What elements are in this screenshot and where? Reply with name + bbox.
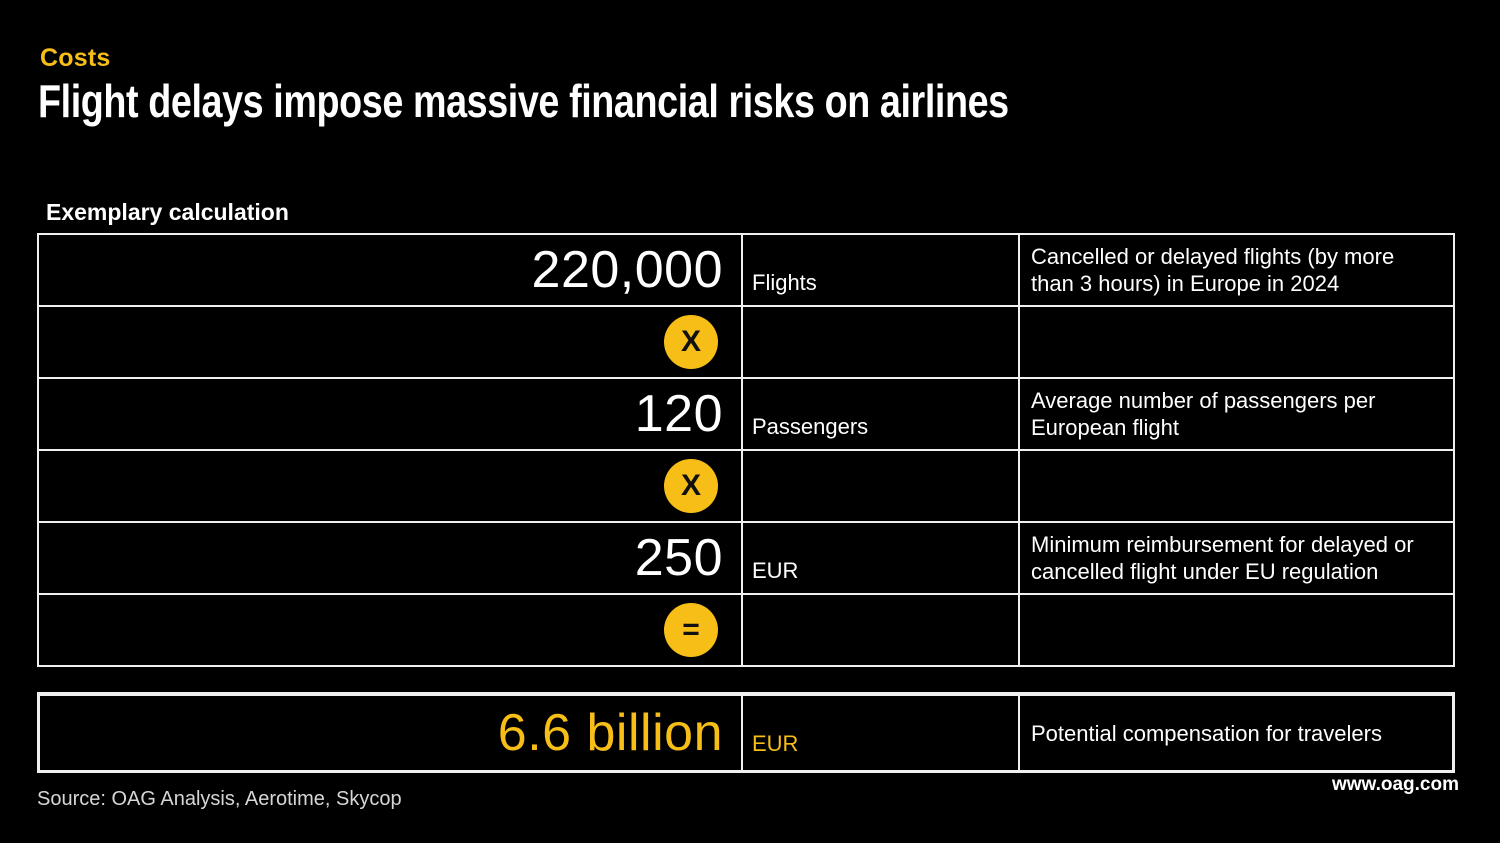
operator-cell-3: = <box>39 595 743 665</box>
calculation-table: 220,000 Flights Cancelled or delayed fli… <box>37 233 1455 667</box>
flights-value: 220,000 <box>39 235 743 305</box>
empty-desc-cell-2 <box>1020 451 1453 521</box>
page-title-text: Flight delays impose massive financial r… <box>38 75 1009 127</box>
empty-desc-cell-3 <box>1020 595 1453 665</box>
flights-description: Cancelled or delayed flights (by more th… <box>1031 244 1395 296</box>
result-value: 6.6 billion <box>40 696 743 770</box>
reimbursement-description: Minimum reimbursement for delayed or can… <box>1031 532 1414 584</box>
operator-cell-1: X <box>39 307 743 377</box>
source-attribution: Source: OAG Analysis, Aerotime, Skycop <box>37 788 402 810</box>
passengers-description: Average number of passengers per Europea… <box>1031 388 1376 440</box>
table-row-flights: 220,000 Flights Cancelled or delayed fli… <box>39 235 1453 307</box>
page-title: Flight delays impose massive financial r… <box>38 74 1222 128</box>
result-unit-label: EUR <box>743 696 1020 770</box>
table-row-reimbursement: 250 EUR Minimum reimbursement for delaye… <box>39 523 1453 595</box>
empty-unit-cell-1 <box>743 307 1020 377</box>
flights-unit-label: Flights <box>743 235 1020 305</box>
operator-cell-2: X <box>39 451 743 521</box>
equals-icon: = <box>664 603 718 657</box>
result-description: Potential compensation for travelers <box>1031 720 1382 746</box>
website-url: www.oag.com <box>1331 774 1459 795</box>
table-row-operator-3: = <box>39 595 1453 665</box>
table-row-operator-2: X <box>39 451 1453 523</box>
empty-desc-cell-1 <box>1020 307 1453 377</box>
multiply-icon: X <box>664 459 718 513</box>
table-row-passengers: 120 Passengers Average number of passeng… <box>39 379 1453 451</box>
section-label: Exemplary calculation <box>46 199 289 225</box>
passengers-value: 120 <box>39 379 743 449</box>
table-row-operator-1: X <box>39 307 1453 379</box>
multiply-icon: X <box>664 315 718 369</box>
reimbursement-unit-label: EUR <box>743 523 1020 593</box>
reimbursement-value: 250 <box>39 523 743 593</box>
empty-unit-cell-2 <box>743 451 1020 521</box>
category-eyebrow: Costs <box>40 44 111 72</box>
result-row: 6.6 billion EUR Potential compensation f… <box>37 692 1455 773</box>
table-row-result: 6.6 billion EUR Potential compensation f… <box>40 696 1452 770</box>
passengers-unit-label: Passengers <box>743 379 1020 449</box>
empty-unit-cell-3 <box>743 595 1020 665</box>
